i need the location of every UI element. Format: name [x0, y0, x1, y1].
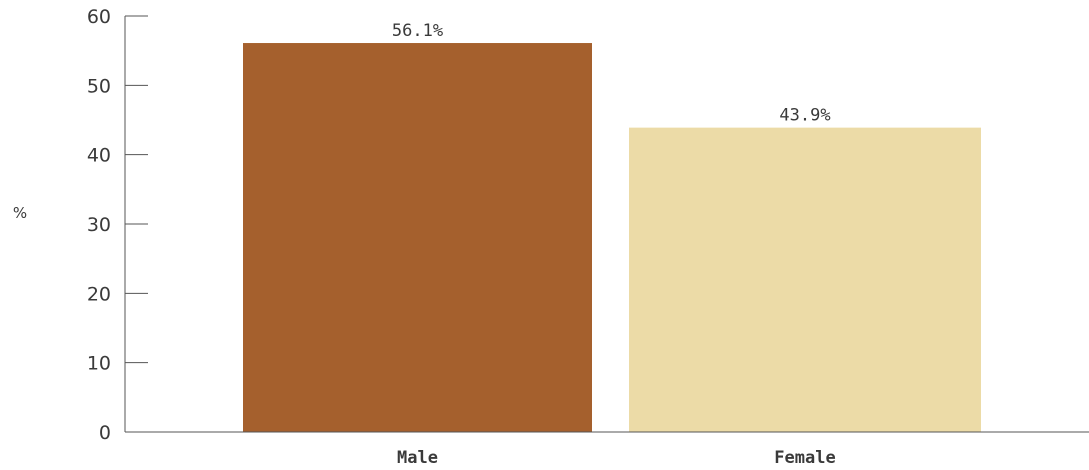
bars-group — [243, 43, 981, 433]
y-tick-label: 0 — [99, 422, 111, 444]
y-tick-label: 60 — [87, 6, 111, 28]
y-tick-label: 30 — [87, 214, 111, 236]
y-tick-label: 10 — [87, 353, 111, 375]
x-tick-label-female: Female — [774, 448, 835, 468]
bar-male — [243, 43, 592, 432]
data-label-male: 56.1% — [392, 21, 443, 41]
y-tick-label: 40 — [87, 145, 111, 167]
y-axis-ticks: 0 10 20 30 40 50 60 — [87, 6, 148, 444]
y-tick-label: 20 — [87, 283, 111, 305]
y-tick-label: 50 — [87, 75, 111, 97]
data-labels-group: 56.1% 43.9% — [392, 21, 831, 126]
data-label-female: 43.9% — [779, 106, 830, 126]
x-tick-label-male: Male — [397, 448, 438, 468]
bar-female — [629, 127, 981, 433]
x-axis-labels: Male Female — [397, 448, 836, 468]
y-axis-title: % — [13, 204, 27, 222]
